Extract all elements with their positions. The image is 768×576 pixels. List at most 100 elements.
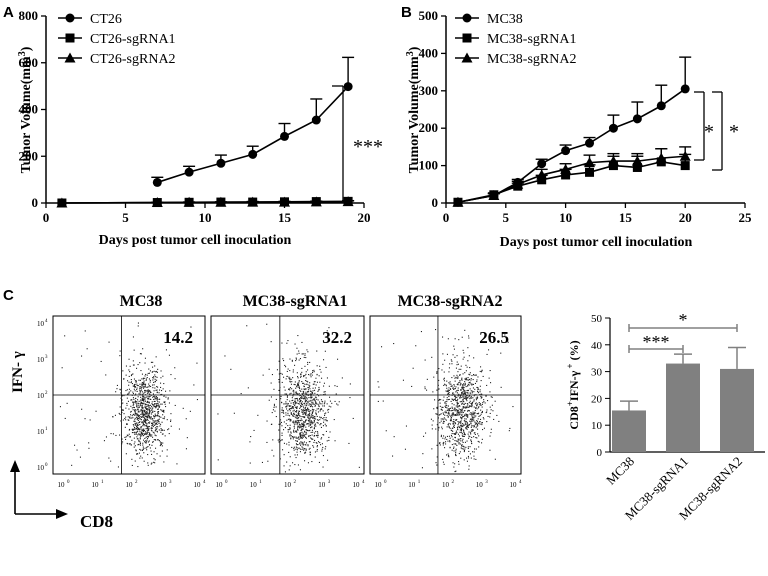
flow-event [310, 373, 312, 375]
flow-event [302, 426, 304, 428]
flow-event [270, 382, 272, 384]
flow-event [164, 401, 166, 403]
flow-event [300, 402, 302, 404]
flow-event [147, 372, 149, 374]
flow-event [301, 397, 303, 399]
flow-event [459, 381, 461, 383]
flow-event [137, 325, 139, 327]
flow-event [282, 358, 284, 360]
flow-event [119, 413, 121, 415]
flow-event [459, 397, 461, 399]
flow-event [465, 446, 467, 448]
flow-event [291, 400, 293, 402]
flow-event [453, 407, 455, 409]
flow-event [142, 444, 144, 446]
flow-event [283, 403, 285, 405]
flow-event [134, 460, 136, 462]
flow-event [130, 410, 132, 412]
flow-event [314, 404, 316, 406]
flow-event [470, 419, 472, 421]
flow-event [298, 403, 300, 405]
x-log-tick-exponent: 2 [294, 480, 297, 485]
y-log-tick-label: 10 [37, 464, 45, 472]
flow-event [132, 385, 134, 387]
flow-event [145, 411, 147, 413]
flow-event [321, 437, 323, 439]
data-point [343, 82, 353, 92]
flow-event [300, 390, 302, 392]
flow-event [466, 390, 468, 392]
flow-event [312, 438, 314, 440]
flow-event [299, 407, 301, 409]
y-arrow-head [10, 460, 20, 472]
flow-event [302, 382, 304, 384]
flow-event [341, 377, 343, 379]
flow-event [161, 403, 163, 405]
flow-event [270, 396, 272, 398]
flow-event [473, 374, 475, 376]
flow-event [134, 433, 136, 435]
flow-event [447, 453, 449, 455]
flow-event [446, 380, 448, 382]
flow-event [268, 368, 270, 370]
flow-event [296, 423, 298, 425]
flow-event [147, 441, 149, 443]
flow-event [463, 414, 465, 416]
flow-event [296, 385, 298, 387]
flow-event [152, 396, 154, 398]
flow-event [128, 388, 130, 390]
flow-event [156, 386, 158, 388]
flow-event [155, 435, 157, 437]
flow-event [313, 435, 315, 437]
flow-event [451, 363, 453, 365]
flow-event [486, 421, 488, 423]
flow-event [76, 449, 78, 451]
flow-event [292, 403, 294, 405]
data-point [537, 175, 547, 185]
flow-event [161, 445, 163, 447]
flow-event [86, 348, 88, 350]
flow-event [441, 406, 443, 408]
flow-event [436, 372, 438, 374]
x-log-tick-exponent: 1 [101, 480, 104, 485]
flow-event [124, 436, 126, 438]
flow-event [154, 365, 156, 367]
flow-event [481, 411, 483, 413]
flow-event [134, 423, 136, 425]
flow-event [322, 446, 324, 448]
flow-event [482, 429, 484, 431]
flow-event [168, 354, 170, 356]
flow-event [307, 445, 309, 447]
flow-event [464, 372, 466, 374]
flow-event [453, 375, 455, 377]
flow-event [317, 411, 319, 413]
flow-event [294, 406, 296, 408]
flow-event [154, 403, 156, 405]
legend-label: MC38 [487, 12, 523, 27]
flow-event [142, 423, 144, 425]
flow-event [307, 423, 309, 425]
flow-event [273, 406, 275, 408]
flow-event [137, 466, 139, 468]
flow-event [468, 337, 470, 339]
flow-event [154, 387, 156, 389]
flow-event [479, 389, 481, 391]
flow-event [137, 385, 139, 387]
flow-event [185, 418, 187, 420]
flow-event [299, 437, 301, 439]
flow-event [143, 431, 145, 433]
flow-event [300, 418, 302, 420]
flow-event [154, 423, 156, 425]
flow-event [480, 413, 482, 415]
flow-event [276, 369, 278, 371]
x-log-tick-label: 10 [408, 481, 416, 489]
flow-event [308, 423, 310, 425]
flow-event [140, 370, 142, 372]
flow-event [309, 419, 311, 421]
flow-event [479, 404, 481, 406]
flow-event [257, 414, 259, 416]
flow-event [352, 417, 354, 419]
flow-event [303, 413, 305, 415]
flow-event [147, 409, 149, 411]
flow-event [477, 388, 479, 390]
